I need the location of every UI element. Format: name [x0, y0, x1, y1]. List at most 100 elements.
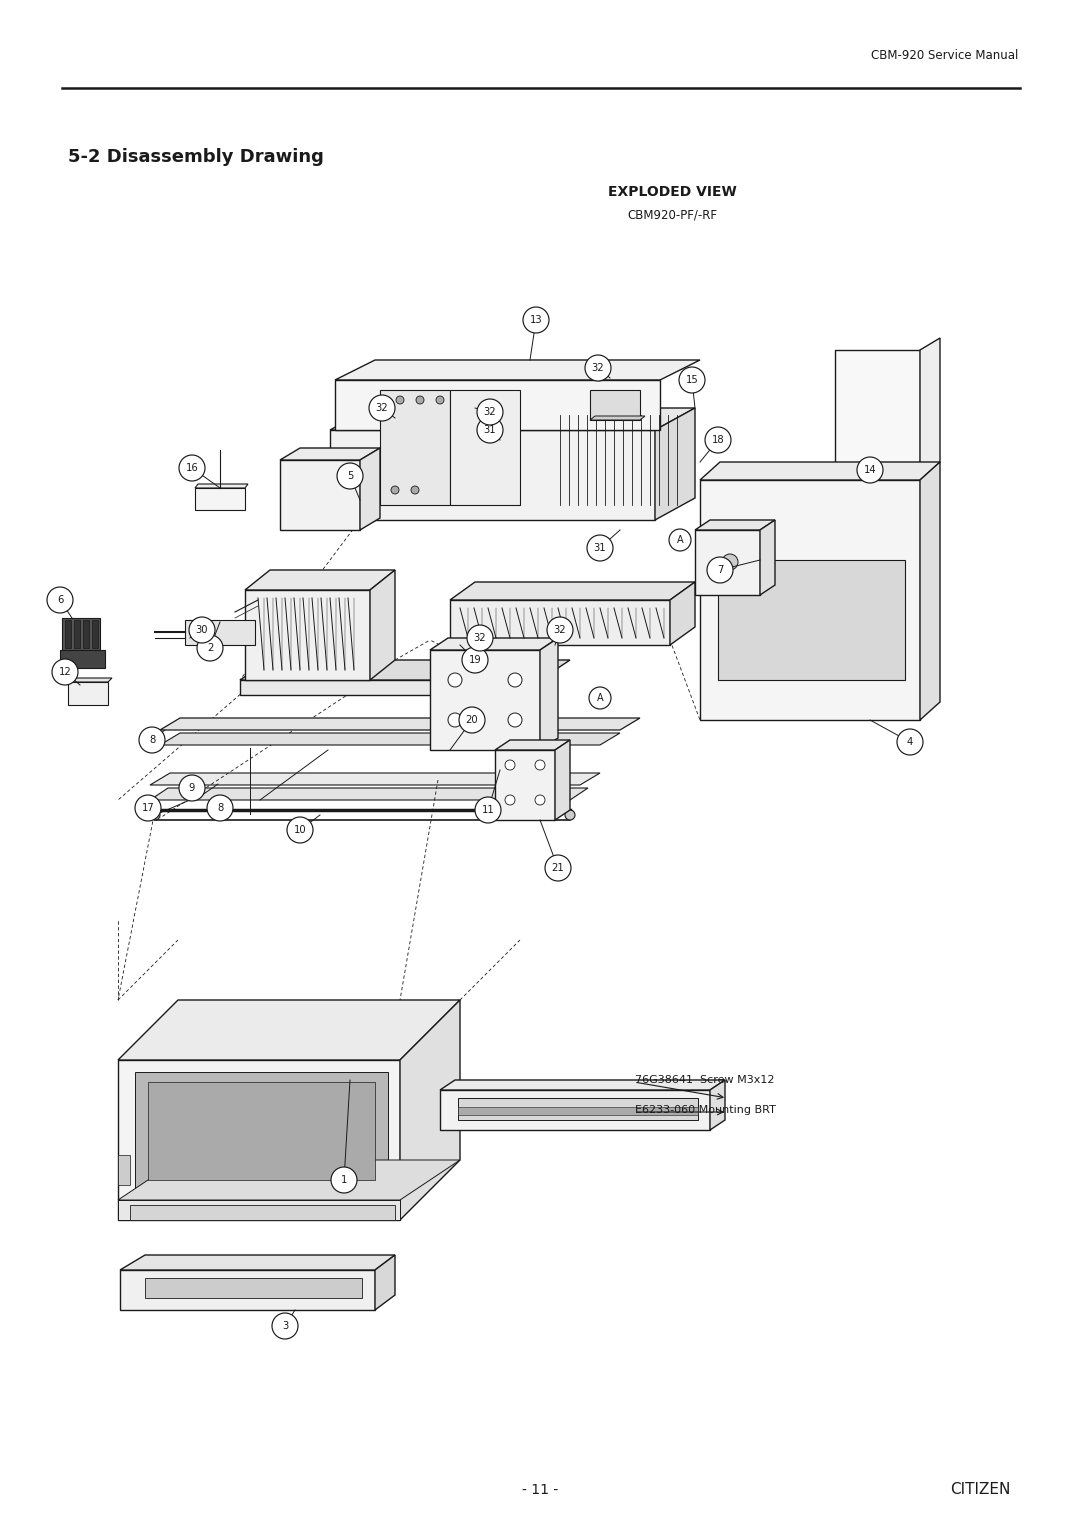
Text: 32: 32	[376, 403, 389, 413]
Text: EXPLODED VIEW: EXPLODED VIEW	[608, 185, 737, 199]
Circle shape	[139, 727, 165, 753]
Polygon shape	[654, 408, 696, 520]
Text: E6233-060 Mounting BRT: E6233-060 Mounting BRT	[635, 1105, 775, 1115]
Polygon shape	[335, 361, 700, 380]
Polygon shape	[60, 649, 105, 668]
Text: 19: 19	[469, 656, 482, 665]
Text: 32: 32	[554, 625, 566, 636]
Circle shape	[52, 659, 78, 685]
Text: 8: 8	[217, 804, 224, 813]
Polygon shape	[700, 480, 920, 720]
Circle shape	[179, 775, 205, 801]
Circle shape	[669, 529, 691, 552]
Polygon shape	[920, 338, 940, 480]
Polygon shape	[430, 649, 540, 750]
Polygon shape	[375, 1254, 395, 1309]
Polygon shape	[440, 1080, 725, 1089]
Text: 7: 7	[717, 565, 724, 575]
Polygon shape	[718, 559, 905, 680]
Text: 5-2 Disassembly Drawing: 5-2 Disassembly Drawing	[68, 148, 324, 167]
Text: 21: 21	[552, 863, 565, 872]
Text: 13: 13	[529, 315, 542, 325]
Circle shape	[411, 486, 419, 494]
Polygon shape	[148, 1082, 375, 1180]
Text: CBM-920 Service Manual: CBM-920 Service Manual	[870, 49, 1018, 63]
Polygon shape	[68, 681, 108, 704]
Text: 12: 12	[58, 668, 71, 677]
Text: 17: 17	[141, 804, 154, 813]
Polygon shape	[380, 390, 450, 504]
Circle shape	[535, 759, 545, 770]
Text: A: A	[596, 694, 604, 703]
Circle shape	[679, 367, 705, 393]
Circle shape	[505, 795, 515, 805]
Polygon shape	[430, 639, 558, 649]
Circle shape	[448, 714, 462, 727]
Circle shape	[546, 617, 573, 643]
Circle shape	[588, 535, 613, 561]
Polygon shape	[92, 620, 98, 648]
Polygon shape	[68, 678, 112, 681]
Text: 76G38641  Screw M3x12: 76G38641 Screw M3x12	[635, 1076, 774, 1085]
Circle shape	[505, 759, 515, 770]
Polygon shape	[330, 408, 696, 429]
Circle shape	[416, 396, 424, 403]
Text: 6: 6	[57, 594, 64, 605]
Circle shape	[330, 1167, 357, 1193]
Text: 20: 20	[465, 715, 478, 724]
Circle shape	[287, 817, 313, 843]
Polygon shape	[120, 1254, 395, 1270]
Polygon shape	[160, 733, 620, 746]
Text: 32: 32	[474, 633, 486, 643]
Polygon shape	[495, 740, 570, 750]
Circle shape	[150, 810, 160, 821]
Polygon shape	[83, 620, 89, 648]
Polygon shape	[670, 582, 696, 645]
Circle shape	[396, 396, 404, 403]
Text: 32: 32	[592, 364, 605, 373]
Circle shape	[523, 307, 549, 333]
Text: 32: 32	[484, 406, 497, 417]
Circle shape	[723, 555, 738, 570]
Circle shape	[535, 795, 545, 805]
Polygon shape	[458, 1106, 698, 1115]
Text: CBM920-PF/-RF: CBM920-PF/-RF	[627, 208, 717, 222]
Polygon shape	[240, 680, 540, 695]
Polygon shape	[696, 520, 775, 530]
Polygon shape	[150, 773, 600, 785]
Polygon shape	[920, 461, 940, 720]
Text: 16: 16	[186, 463, 199, 474]
Polygon shape	[145, 1277, 362, 1297]
Text: 3: 3	[282, 1322, 288, 1331]
Polygon shape	[335, 380, 660, 429]
Polygon shape	[150, 788, 588, 801]
Polygon shape	[450, 390, 519, 504]
Circle shape	[369, 396, 395, 422]
Text: 10: 10	[294, 825, 307, 834]
Text: 18: 18	[712, 435, 725, 445]
Polygon shape	[835, 350, 920, 480]
Polygon shape	[590, 416, 645, 420]
Circle shape	[589, 688, 611, 709]
Polygon shape	[118, 1060, 400, 1219]
Polygon shape	[450, 582, 696, 601]
Polygon shape	[710, 1080, 725, 1131]
Polygon shape	[760, 520, 775, 594]
Circle shape	[48, 587, 73, 613]
Polygon shape	[160, 718, 640, 730]
Circle shape	[462, 646, 488, 672]
Polygon shape	[330, 429, 654, 520]
Polygon shape	[62, 617, 100, 649]
Text: - 11 -: - 11 -	[522, 1484, 558, 1497]
Circle shape	[272, 1313, 298, 1339]
Text: 30: 30	[195, 625, 208, 636]
Text: 15: 15	[686, 374, 699, 385]
Polygon shape	[118, 999, 460, 1060]
Text: 31: 31	[594, 542, 606, 553]
Polygon shape	[240, 660, 570, 680]
Polygon shape	[370, 570, 395, 680]
Polygon shape	[185, 620, 255, 645]
Text: 4: 4	[907, 736, 913, 747]
Polygon shape	[450, 601, 670, 645]
Circle shape	[189, 617, 215, 643]
